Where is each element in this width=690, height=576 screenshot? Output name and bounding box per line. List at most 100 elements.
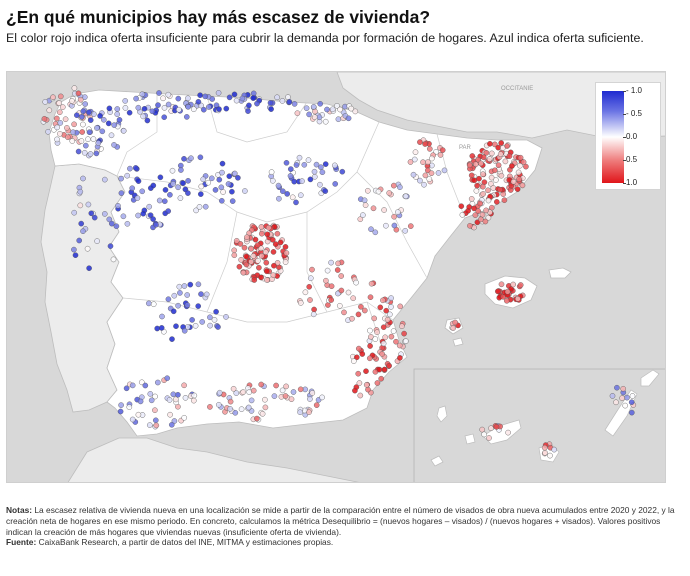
- municipality-point[interactable]: [331, 162, 338, 169]
- municipality-point[interactable]: [376, 366, 383, 373]
- municipality-point[interactable]: [198, 183, 205, 190]
- municipality-point[interactable]: [477, 200, 484, 207]
- municipality-point[interactable]: [468, 172, 475, 179]
- municipality-point[interactable]: [82, 101, 88, 107]
- municipality-point[interactable]: [190, 397, 197, 404]
- municipality-point[interactable]: [232, 409, 239, 416]
- municipality-point[interactable]: [386, 190, 393, 196]
- municipality-point[interactable]: [227, 398, 234, 405]
- municipality-point[interactable]: [426, 146, 433, 152]
- municipality-point[interactable]: [231, 91, 238, 98]
- municipality-point[interactable]: [248, 258, 254, 265]
- map-panel[interactable]: OCCITANIE PAR - 1.0 - 0.5 0.0 0.5 1.0: [6, 71, 666, 483]
- municipality-point[interactable]: [182, 394, 189, 401]
- municipality-point[interactable]: [269, 178, 276, 184]
- municipality-point[interactable]: [269, 236, 276, 243]
- municipality-point[interactable]: [378, 375, 385, 382]
- municipality-point[interactable]: [357, 392, 364, 399]
- municipality-point[interactable]: [238, 256, 244, 263]
- municipality-point[interactable]: [325, 302, 331, 308]
- municipality-point[interactable]: [270, 272, 277, 278]
- municipality-point[interactable]: [307, 176, 314, 183]
- municipality-point[interactable]: [124, 220, 131, 227]
- municipality-point[interactable]: [296, 154, 303, 161]
- municipality-point[interactable]: [268, 106, 274, 112]
- municipality-point[interactable]: [282, 393, 289, 399]
- municipality-point[interactable]: [135, 212, 141, 219]
- municipality-point[interactable]: [140, 210, 146, 217]
- municipality-point[interactable]: [124, 172, 130, 179]
- municipality-point[interactable]: [78, 138, 85, 144]
- municipality-point[interactable]: [58, 93, 64, 100]
- municipality-point[interactable]: [106, 105, 113, 112]
- municipality-point[interactable]: [117, 408, 124, 415]
- municipality-point[interactable]: [71, 209, 77, 216]
- municipality-point[interactable]: [50, 94, 56, 101]
- municipality-point[interactable]: [235, 175, 241, 181]
- municipality-point[interactable]: [259, 410, 266, 417]
- municipality-point[interactable]: [271, 262, 277, 269]
- municipality-point[interactable]: [310, 104, 317, 110]
- municipality-point[interactable]: [452, 319, 459, 326]
- municipality-point[interactable]: [350, 295, 357, 301]
- municipality-point[interactable]: [147, 212, 154, 218]
- municipality-point[interactable]: [270, 249, 277, 255]
- municipality-point[interactable]: [215, 324, 221, 330]
- municipality-point[interactable]: [283, 160, 290, 166]
- municipality-point[interactable]: [335, 116, 342, 123]
- municipality-point[interactable]: [184, 292, 190, 298]
- municipality-point[interactable]: [370, 205, 377, 212]
- municipality-point[interactable]: [213, 308, 219, 315]
- municipality-point[interactable]: [299, 178, 305, 184]
- municipality-point[interactable]: [216, 106, 222, 112]
- municipality-point[interactable]: [161, 105, 168, 111]
- municipality-point[interactable]: [286, 99, 293, 105]
- municipality-point[interactable]: [323, 277, 329, 284]
- municipality-point[interactable]: [185, 104, 191, 110]
- municipality-point[interactable]: [135, 178, 142, 184]
- municipality-point[interactable]: [498, 281, 505, 288]
- municipality-point[interactable]: [302, 289, 309, 296]
- municipality-point[interactable]: [619, 395, 625, 401]
- municipality-point[interactable]: [311, 306, 317, 313]
- municipality-point[interactable]: [122, 98, 128, 104]
- municipality-point[interactable]: [388, 295, 394, 301]
- municipality-point[interactable]: [390, 182, 397, 189]
- municipality-point[interactable]: [467, 222, 473, 229]
- municipality-point[interactable]: [505, 429, 511, 436]
- municipality-point[interactable]: [472, 212, 479, 218]
- municipality-point[interactable]: [629, 393, 636, 399]
- municipality-point[interactable]: [252, 236, 259, 243]
- municipality-point[interactable]: [283, 383, 289, 390]
- municipality-point[interactable]: [479, 426, 486, 433]
- municipality-point[interactable]: [391, 222, 398, 229]
- municipality-point[interactable]: [57, 120, 64, 126]
- municipality-point[interactable]: [466, 162, 473, 169]
- municipality-point[interactable]: [397, 303, 404, 310]
- municipality-point[interactable]: [478, 216, 484, 223]
- municipality-point[interactable]: [614, 384, 620, 391]
- municipality-points[interactable]: [40, 85, 637, 459]
- municipality-point[interactable]: [435, 170, 442, 176]
- municipality-point[interactable]: [223, 105, 230, 112]
- municipality-point[interactable]: [148, 397, 155, 404]
- municipality-point[interactable]: [488, 150, 495, 157]
- municipality-point[interactable]: [187, 281, 194, 288]
- municipality-point[interactable]: [367, 327, 373, 334]
- municipality-point[interactable]: [202, 93, 208, 100]
- municipality-point[interactable]: [480, 183, 486, 190]
- municipality-point[interactable]: [474, 182, 480, 189]
- municipality-point[interactable]: [319, 169, 326, 175]
- municipality-point[interactable]: [78, 220, 84, 227]
- municipality-point[interactable]: [328, 259, 334, 266]
- municipality-point[interactable]: [243, 261, 250, 268]
- municipality-point[interactable]: [305, 157, 312, 163]
- municipality-point[interactable]: [199, 319, 205, 325]
- municipality-point[interactable]: [113, 223, 120, 229]
- municipality-point[interactable]: [218, 198, 225, 204]
- municipality-point[interactable]: [361, 307, 368, 314]
- municipality-point[interactable]: [208, 175, 215, 182]
- municipality-point[interactable]: [109, 220, 115, 227]
- municipality-point[interactable]: [176, 106, 182, 113]
- municipality-point[interactable]: [141, 106, 148, 112]
